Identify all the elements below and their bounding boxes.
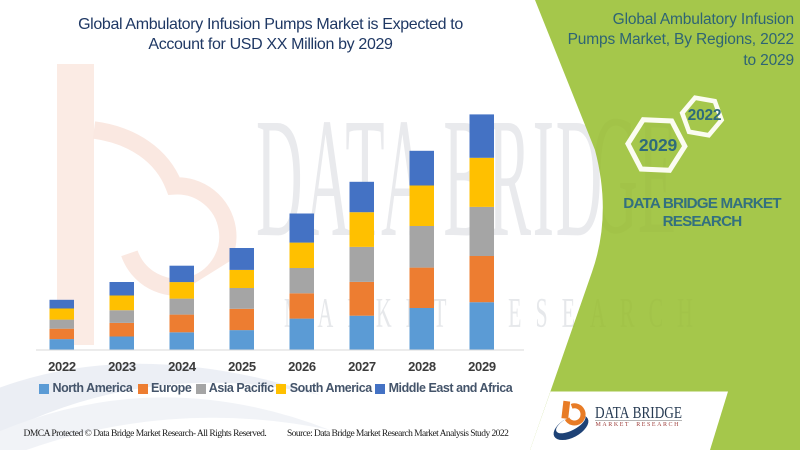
svg-text:MARKET RESEARCH: MARKET RESEARCH xyxy=(285,291,707,337)
svg-text:DATA BRIDGE: DATA BRIDGE xyxy=(257,80,677,269)
